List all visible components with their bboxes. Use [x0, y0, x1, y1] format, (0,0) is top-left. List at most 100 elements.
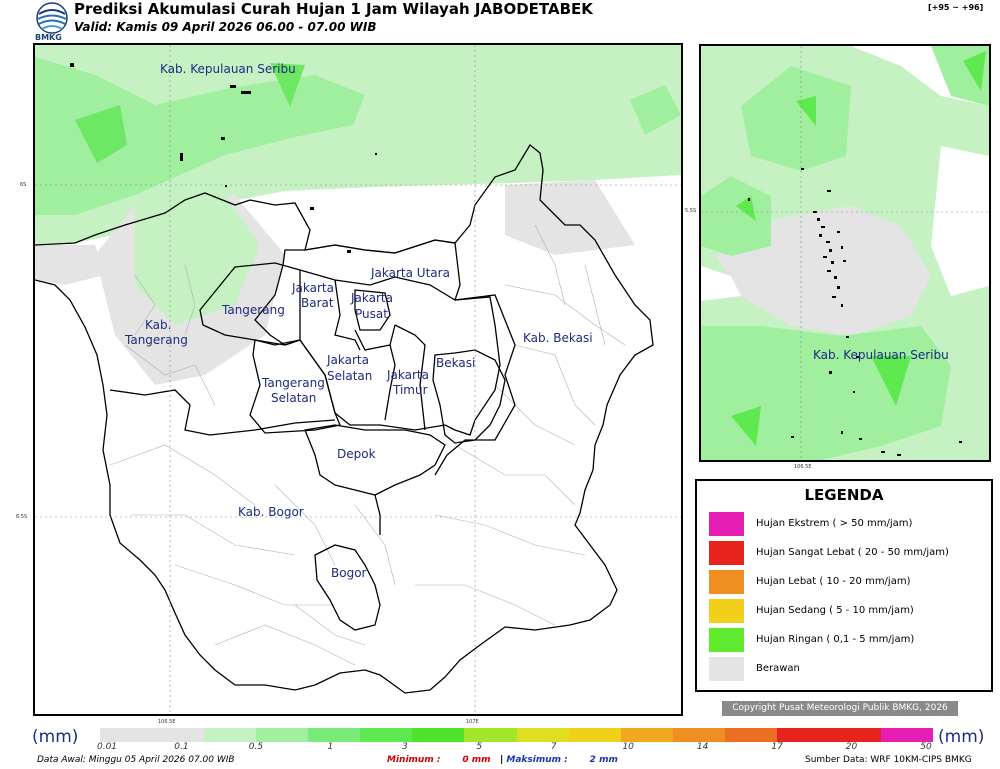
minimum-label: Minimum : [387, 755, 441, 765]
legend-swatch-ringan [709, 628, 744, 652]
main-map: Kab. Kepulauan Seribu Jakarta Utara Jaka… [33, 43, 683, 716]
jakpus [354, 289, 391, 331]
label-tangerang: Tangerang [221, 303, 285, 317]
legend-box: LEGENDA Hujan Ekstrem ( > 50 mm/jam) Huj… [695, 479, 993, 692]
label-jakarta-selatan-2: Selatan [327, 369, 372, 383]
graticule [35, 45, 681, 714]
scale-label: 0.5 [248, 742, 264, 752]
scale-cell [620, 728, 673, 742]
legend-item-berawan: Berawan [709, 657, 979, 681]
label-kab-tangerang-1: Kab. [145, 318, 171, 332]
tick-107e: 107E [466, 719, 479, 725]
label-kab-bekasi: Kab. Bekasi [523, 331, 593, 345]
copyright: Copyright Pusat Meteorologi Publik BMKG,… [722, 701, 958, 716]
scale-cell [776, 728, 829, 742]
legend-item-sangat-lebat: Hujan Sangat Lebat ( 20 - 50 mm/jam) [709, 541, 979, 565]
legend-item-ringan: Hujan Ringan ( 0,1 - 5 mm/jam) [709, 628, 979, 652]
jakut-south [299, 269, 456, 301]
page-title: Prediksi Akumulasi Curah Hujan 1 Jam Wil… [74, 0, 593, 18]
label-jakarta-pusat-2: Pusat [355, 307, 388, 321]
legend-label-berawan: Berawan [756, 663, 800, 674]
label-tangsel-1: Tangerang [261, 376, 325, 390]
legend-label-sedang: Hujan Sedang ( 5 - 10 mm/jam) [756, 605, 914, 616]
label-jakarta-barat-1: Jakarta [291, 281, 334, 295]
inset-peak-3 [871, 356, 911, 406]
label-depok: Depok [337, 447, 376, 461]
tangsel [249, 339, 341, 434]
scale-cell [100, 728, 153, 742]
cloud-zone-2 [505, 180, 635, 255]
label-kab-tangerang-2: Tangerang [124, 333, 188, 347]
legend-item-sedang: Hujan Sedang ( 5 - 10 mm/jam) [709, 599, 979, 623]
scale-unit-right: (mm) [938, 727, 985, 747]
inset-map-svg: Kab. Kepulauan Seribu [701, 46, 989, 460]
legend-swatch-ekstrem [709, 512, 744, 536]
tick-6s: 6S [20, 182, 26, 188]
scale-cell [568, 728, 621, 742]
inset-islands [748, 168, 962, 456]
maximum-label: Maksimum : [506, 755, 568, 765]
kab-tangerang-south [109, 389, 336, 436]
rain-tangerang [135, 195, 260, 325]
scale-label: 17 [771, 742, 783, 752]
kab-bekasi-west [434, 294, 516, 476]
tick-65s: 6.5S [16, 514, 27, 520]
admin-boundaries [109, 239, 516, 631]
rain-green-zone [35, 57, 365, 215]
legend-swatch-sangat-lebat [709, 541, 744, 565]
scale-cell [308, 728, 361, 742]
scale-cell [152, 728, 205, 742]
scale-cell [412, 728, 465, 742]
data-source: Sumber Data: WRF 10KM-CIPS BMKG [805, 755, 972, 765]
scale-label: 1 [327, 742, 334, 752]
inset-peak-5 [963, 51, 986, 91]
inset-map: Kab. Kepulauan Seribu [699, 44, 991, 462]
legend-label-lebat: Hujan Lebat ( 10 - 20 mm/jam) [756, 576, 911, 587]
label-jakarta-pusat-1: Jakarta [350, 291, 393, 305]
label-jakarta-timur-1: Jakarta [386, 368, 429, 382]
rain-light-zone [35, 45, 681, 245]
bogor-city [314, 544, 381, 631]
scale-cell [204, 728, 257, 742]
inset-peak-2 [736, 196, 756, 221]
jakarta-boundary [254, 239, 501, 436]
inset-label-kepulauan-seribu: Kab. Kepulauan Seribu [813, 348, 949, 362]
islands [70, 63, 377, 253]
inset-tick-lon: 106.5E [794, 464, 811, 470]
tick-1065e: 106.5E [158, 719, 175, 725]
jakbar-east [334, 279, 361, 351]
scale-cell [464, 728, 517, 742]
label-jakarta-timur-2: Timur [392, 383, 428, 397]
scale-cell [828, 728, 881, 742]
legend-label-sangat-lebat: Hujan Sangat Lebat ( 20 - 50 mm/jam) [756, 547, 949, 558]
scale-label: 0.1 [174, 742, 189, 752]
scale-cell [256, 728, 309, 742]
scale-cell [724, 728, 777, 742]
scale-label: 14 [696, 742, 709, 752]
jaksel-east [384, 344, 396, 421]
scale-cell [880, 728, 933, 742]
min-max-separator: | [499, 755, 504, 765]
legend-item-lebat: Hujan Lebat ( 10 - 20 mm/jam) [709, 570, 979, 594]
label-bogor: Bogor [331, 566, 367, 580]
legend-swatch-berawan [709, 657, 744, 681]
inset-green-1 [741, 66, 851, 171]
scale-cell [672, 728, 725, 742]
inset-white-right [931, 146, 989, 296]
label-bekasi: Bekasi [436, 356, 475, 370]
inset-tick-lat: 5.5S [685, 208, 696, 214]
color-scale [100, 728, 933, 742]
legend-title: LEGENDA [804, 486, 884, 504]
scale-label: 7 [550, 742, 557, 752]
legend-label-ringan: Hujan Ringan ( 0,1 - 5 mm/jam) [756, 634, 915, 645]
minimum-value: 0 mm [462, 755, 491, 765]
label-jakarta-selatan-1: Jakarta [326, 353, 369, 367]
color-scale-labels: 0.01 0.1 0.5 1 3 5 7 10 14 17 20 50 [97, 742, 933, 754]
scale-label: 20 [845, 742, 858, 752]
forecast-range: [+95 ~ +96] [928, 3, 984, 12]
label-kab-bogor: Kab. Bogor [238, 505, 304, 519]
subdistrict-lines [109, 224, 626, 666]
jaktim-west [394, 324, 426, 431]
inset-green-2 [701, 176, 771, 256]
